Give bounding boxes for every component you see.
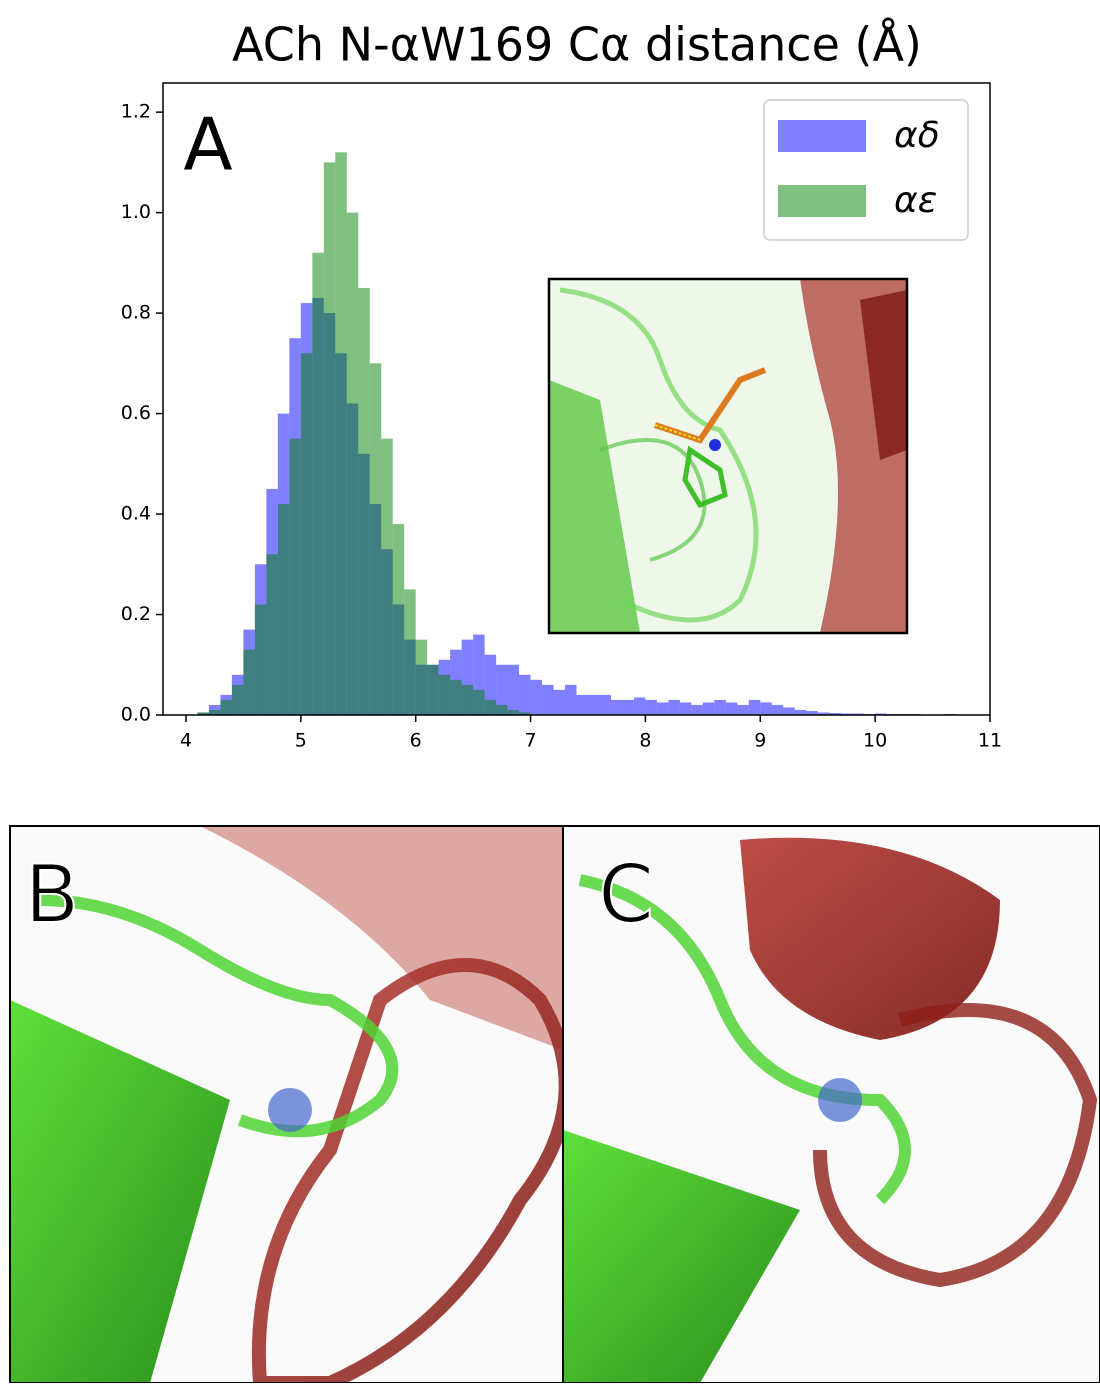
histogram-bar <box>679 702 692 715</box>
histogram-bar <box>243 649 255 715</box>
histogram-bar <box>335 152 347 715</box>
histogram-bar <box>254 604 267 715</box>
histogram-bar <box>587 694 600 715</box>
y-tick-label: 0.6 <box>121 402 151 424</box>
histogram-bar <box>875 713 887 715</box>
legend-label: αε <box>894 180 937 221</box>
histogram-bar <box>542 684 554 715</box>
panel-label: B <box>25 848 80 941</box>
histogram-bar <box>691 704 703 715</box>
panel-label: C <box>598 848 654 941</box>
histogram-bar <box>840 713 853 715</box>
histogram-bar <box>312 252 324 716</box>
histogram-bar <box>519 712 531 715</box>
histogram-bar <box>829 712 841 715</box>
histogram-bar <box>507 664 520 715</box>
inset-border <box>547 277 909 635</box>
x-tick-label: 9 <box>754 730 766 752</box>
histogram-bar <box>748 699 761 715</box>
histogram-bar <box>645 699 657 715</box>
histogram-bar <box>461 684 474 715</box>
histogram-bar <box>461 639 474 715</box>
y-tick-label: 0.2 <box>121 603 151 625</box>
histogram-bar <box>496 704 508 715</box>
histogram-bar <box>277 503 290 715</box>
legend-swatch <box>778 120 866 152</box>
histogram-bar <box>668 699 680 715</box>
x-tick-label: 11 <box>978 730 1002 752</box>
chart-title: ACh N-αW169 Cα distance (Å) <box>232 18 922 72</box>
y-tick-label: 0.0 <box>121 704 151 726</box>
histogram-bar <box>450 679 462 715</box>
panel-b-image <box>10 826 563 1383</box>
x-tick-label: 6 <box>410 730 422 752</box>
legend-label: αδ <box>894 115 940 156</box>
histogram-bar <box>656 702 669 715</box>
y-tick-label: 0.8 <box>121 302 151 324</box>
histogram-bar <box>519 674 531 715</box>
x-tick-label: 7 <box>525 730 537 752</box>
histogram-bar <box>208 709 221 715</box>
histogram-bar <box>289 438 301 715</box>
histogram-bar <box>473 689 485 715</box>
histogram-bar <box>323 162 336 716</box>
histogram-bar <box>427 664 439 715</box>
histogram-bar <box>530 679 543 715</box>
histogram-bar <box>737 704 749 715</box>
histogram-bar <box>197 712 209 715</box>
y-tick-label: 0.4 <box>121 503 151 525</box>
inset-image <box>549 279 907 633</box>
y-tick-label: 1.2 <box>121 101 151 123</box>
x-tick-label: 8 <box>639 730 651 752</box>
panel-label: A <box>183 103 232 187</box>
x-tick-label: 5 <box>295 730 307 752</box>
histogram-bar <box>392 524 405 715</box>
x-tick-label: 4 <box>180 730 192 752</box>
histogram-bar <box>438 674 451 715</box>
histogram-bar <box>783 707 795 715</box>
histogram-bar <box>300 353 313 715</box>
histogram-bar <box>714 699 726 715</box>
histogram-bar <box>346 212 359 715</box>
histogram-bar <box>633 697 646 715</box>
histogram-bar <box>852 713 864 715</box>
axes-frame <box>162 82 991 716</box>
histogram-bar <box>553 689 566 715</box>
histogram-bar <box>507 709 520 715</box>
histogram-bar <box>576 694 588 715</box>
histogram-bar <box>794 709 807 715</box>
histogram-bar <box>817 712 830 715</box>
histogram-bar <box>771 704 784 715</box>
histogram-bar <box>381 438 393 715</box>
histogram-bar <box>266 554 278 715</box>
y-tick-label: 1.0 <box>121 201 151 223</box>
histogram-bar <box>725 702 738 715</box>
histogram-bar <box>806 710 818 715</box>
histogram-bar <box>473 634 485 715</box>
histogram-bar <box>760 702 772 715</box>
histogram-bar <box>484 654 497 715</box>
histogram-bar <box>415 639 428 715</box>
histogram-bar <box>622 699 634 715</box>
histogram-bar <box>369 363 382 715</box>
panel-c-image <box>563 826 1100 1383</box>
histogram-bar <box>496 664 508 715</box>
histogram-bar <box>220 699 232 715</box>
histogram-bar <box>599 694 611 715</box>
x-tick-label: 10 <box>863 730 887 752</box>
legend-swatch <box>778 185 866 217</box>
histogram-bar <box>610 699 623 715</box>
histogram-bar <box>358 287 370 715</box>
histogram-bar <box>565 684 577 715</box>
histogram-bar <box>484 699 497 715</box>
histogram-bar <box>231 684 244 715</box>
histogram-bar <box>702 702 715 715</box>
histogram-bar <box>404 589 416 715</box>
